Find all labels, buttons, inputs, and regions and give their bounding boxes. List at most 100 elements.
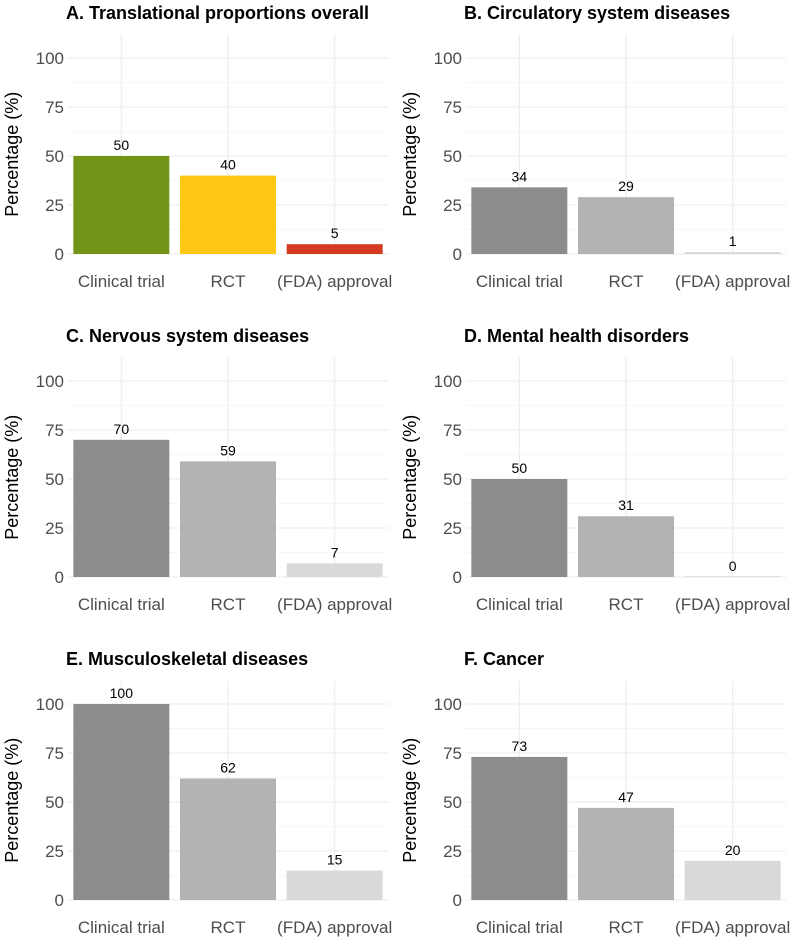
y-tick-label: 100 xyxy=(434,372,462,391)
chart-panel-d: D. Mental health disorders 0 25 50 75 100 50 31… xyxy=(400,326,790,614)
bar-fda-approval xyxy=(286,563,383,577)
y-tick-label: 25 xyxy=(443,842,462,861)
bar-fda-approval xyxy=(684,252,781,254)
data-label: 20 xyxy=(725,842,741,858)
x-tick-label: Clinical trial xyxy=(476,595,563,614)
y-tick-label: 0 xyxy=(55,245,64,264)
data-label: 100 xyxy=(110,685,134,701)
y-tick-label: 50 xyxy=(443,147,462,166)
y-axis-label: Percentage (%) xyxy=(400,415,420,540)
y-tick-label: 25 xyxy=(443,519,462,538)
y-tick-label: 50 xyxy=(45,470,64,489)
bar-clinical-trial xyxy=(471,479,568,577)
y-axis-label: Percentage (%) xyxy=(2,92,22,217)
data-label: 59 xyxy=(220,442,236,458)
x-tick-label: Clinical trial xyxy=(476,918,563,937)
x-tick-label: RCT xyxy=(211,595,246,614)
x-tick-label: RCT xyxy=(211,272,246,291)
chart-panel-f: F. Cancer 0 25 50 75 100 73 47 20 Clinical trial R… xyxy=(400,649,790,937)
x-tick-label: (FDA) approval xyxy=(277,918,392,937)
y-axis-label: Percentage (%) xyxy=(2,415,22,540)
data-label: 5 xyxy=(331,225,339,241)
y-tick-label: 0 xyxy=(453,568,462,587)
y-tick-label: 0 xyxy=(453,245,462,264)
y-tick-label: 75 xyxy=(45,98,64,117)
y-tick-label: 25 xyxy=(45,196,64,215)
bar-rct xyxy=(578,516,674,577)
x-tick-label: (FDA) approval xyxy=(277,595,392,614)
chart-panel-e: E. Musculoskeletal diseases 0 25 50 75 100 100… xyxy=(2,649,392,937)
data-label: 40 xyxy=(220,157,236,173)
y-tick-label: 50 xyxy=(45,793,64,812)
y-tick-label: 0 xyxy=(453,891,462,910)
data-label: 34 xyxy=(512,168,528,184)
y-tick-label: 100 xyxy=(434,695,462,714)
y-axis-label: Percentage (%) xyxy=(400,738,420,863)
data-label: 7 xyxy=(331,544,339,560)
y-tick-label: 0 xyxy=(55,568,64,587)
bar-rct xyxy=(180,778,276,900)
panel-title: F. Cancer xyxy=(464,649,544,669)
y-tick-label: 100 xyxy=(434,49,462,68)
y-tick-label: 75 xyxy=(443,98,462,117)
panel-title: E. Musculoskeletal diseases xyxy=(66,649,308,669)
x-tick-label: (FDA) approval xyxy=(675,595,790,614)
bar-clinical-trial xyxy=(73,704,170,900)
x-tick-label: RCT xyxy=(609,595,644,614)
y-tick-label: 75 xyxy=(443,421,462,440)
y-tick-label: 100 xyxy=(36,49,64,68)
x-tick-label: (FDA) approval xyxy=(675,272,790,291)
y-tick-label: 75 xyxy=(45,744,64,763)
data-label: 62 xyxy=(220,759,236,775)
bar-rct xyxy=(578,807,674,900)
y-tick-label: 100 xyxy=(36,695,64,714)
x-tick-label: RCT xyxy=(609,918,644,937)
bar-rct xyxy=(578,197,674,254)
chart-panel-a: A. Translational proportions overall 0 25 5… xyxy=(2,3,392,291)
panel-title: C. Nervous system diseases xyxy=(66,326,309,346)
bar-rct xyxy=(180,175,276,254)
panel-title: B. Circulatory system diseases xyxy=(464,3,730,23)
x-tick-label: (FDA) approval xyxy=(675,918,790,937)
bar-fda-approval xyxy=(684,576,781,577)
chart-panel-c: C. Nervous system diseases 0 25 50 75 100 70 59… xyxy=(2,326,392,614)
x-tick-label: RCT xyxy=(211,918,246,937)
y-tick-label: 50 xyxy=(443,470,462,489)
x-tick-label: Clinical trial xyxy=(476,272,563,291)
x-tick-label: RCT xyxy=(609,272,644,291)
y-tick-label: 25 xyxy=(443,196,462,215)
bar-fda-approval xyxy=(286,870,383,900)
y-tick-label: 0 xyxy=(55,891,64,910)
bar-clinical-trial xyxy=(73,439,170,577)
y-tick-label: 50 xyxy=(443,793,462,812)
y-tick-label: 50 xyxy=(45,147,64,166)
y-tick-label: 25 xyxy=(45,519,64,538)
y-axis-label: Percentage (%) xyxy=(400,92,420,217)
y-tick-label: 100 xyxy=(36,372,64,391)
data-label: 15 xyxy=(327,852,343,868)
y-tick-label: 75 xyxy=(45,421,64,440)
data-label: 50 xyxy=(114,137,130,153)
bar-clinical-trial xyxy=(73,156,170,254)
data-label: 31 xyxy=(618,497,634,513)
bar-fda-approval xyxy=(286,244,383,254)
data-label: 1 xyxy=(729,233,737,249)
bar-rct xyxy=(180,461,276,577)
data-label: 47 xyxy=(618,789,634,805)
data-label: 0 xyxy=(729,558,737,574)
bar-fda-approval xyxy=(684,860,781,900)
data-label: 29 xyxy=(618,178,634,194)
data-label: 73 xyxy=(512,738,528,754)
bar-clinical-trial xyxy=(471,187,568,254)
bar-clinical-trial xyxy=(471,756,568,900)
x-tick-label: (FDA) approval xyxy=(277,272,392,291)
x-tick-label: Clinical trial xyxy=(78,595,165,614)
x-tick-label: Clinical trial xyxy=(78,272,165,291)
panel-title: D. Mental health disorders xyxy=(464,326,689,346)
y-tick-label: 75 xyxy=(443,744,462,763)
x-tick-label: Clinical trial xyxy=(78,918,165,937)
y-axis-label: Percentage (%) xyxy=(2,738,22,863)
chart-panel-b: B. Circulatory system diseases 0 25 50 75 100… xyxy=(400,3,790,291)
data-label: 50 xyxy=(512,460,528,476)
